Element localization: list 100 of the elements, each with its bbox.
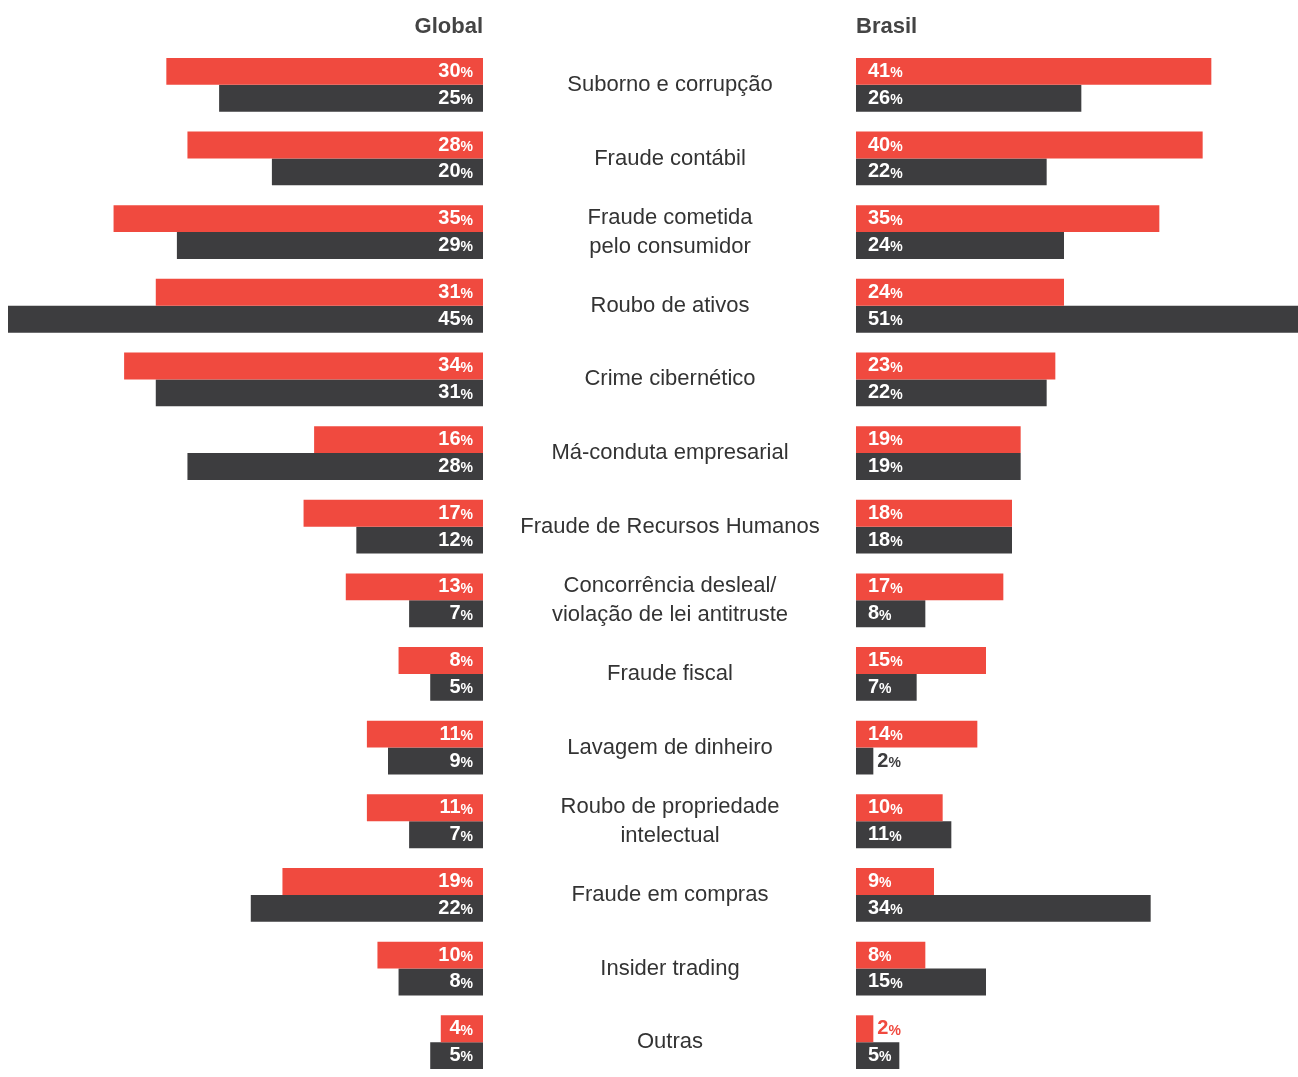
y-tick-label: Roubo de ativos — [590, 291, 750, 317]
data-label: 18% — [868, 527, 904, 550]
bar — [856, 1015, 874, 1043]
chart-title: Brasil — [856, 12, 919, 40]
data-label: 24% — [868, 279, 904, 302]
data-label: 31% — [438, 279, 474, 302]
data-label: 5% — [868, 1043, 893, 1066]
data-label: 29% — [438, 233, 474, 256]
bar — [856, 821, 952, 849]
y-tick-label: Fraude de Recursos Humanos — [520, 512, 820, 538]
bar — [856, 673, 917, 701]
y-tick-label: Crime cibernético — [584, 365, 756, 391]
bar — [377, 941, 483, 969]
y-tick-label: Má-conduta empresarial — [551, 439, 789, 465]
y-tick-label: Insider trading — [600, 954, 740, 980]
data-label: 34% — [868, 895, 904, 918]
data-label: 19% — [868, 453, 904, 476]
bar — [398, 647, 483, 674]
data-label: 22% — [868, 380, 904, 403]
bar — [856, 573, 1004, 601]
data-label: 23% — [868, 353, 904, 376]
data-label: 9% — [449, 748, 474, 771]
data-label: 45% — [438, 306, 474, 329]
bar — [856, 747, 874, 775]
bar — [856, 278, 1064, 306]
bar — [155, 379, 483, 407]
data-label: 19% — [438, 868, 474, 891]
bar — [856, 232, 1064, 259]
y-tick-label: Fraude cometida pelo consumidor — [587, 203, 754, 258]
bar — [856, 84, 1082, 112]
bar — [271, 158, 483, 186]
data-label: 41% — [868, 58, 904, 81]
bar — [155, 278, 483, 306]
y-tick-label: Suborno e corrupção — [567, 70, 773, 96]
data-label: 7% — [868, 674, 893, 697]
data-label: 34% — [438, 353, 474, 376]
data-label: 28% — [438, 453, 474, 476]
bar — [366, 720, 483, 748]
y-tick-label: Outras — [636, 1028, 704, 1054]
bar — [176, 232, 483, 259]
data-label: 7% — [449, 822, 474, 845]
bar — [856, 526, 1012, 554]
bar — [856, 426, 1021, 454]
data-label: 7% — [449, 601, 474, 624]
data-label: 22% — [868, 159, 904, 182]
data-label: 2% — [877, 748, 902, 771]
data-label: 11% — [868, 822, 903, 845]
bar — [345, 573, 483, 601]
data-label: 2% — [877, 1016, 902, 1039]
data-label: 8% — [868, 942, 893, 965]
bar — [187, 453, 483, 480]
bar — [282, 868, 483, 895]
bar — [124, 352, 483, 380]
bar — [856, 131, 1203, 159]
y-tick-label: Fraude fiscal — [607, 660, 733, 686]
data-label: 11% — [439, 721, 474, 744]
data-label: 5% — [449, 674, 474, 697]
data-label: 26% — [868, 85, 904, 108]
data-label: 16% — [438, 427, 474, 450]
data-label: 12% — [438, 527, 474, 550]
bar — [856, 647, 986, 674]
data-label: 17% — [868, 574, 904, 597]
bar — [303, 499, 483, 527]
data-label: 9% — [868, 868, 893, 891]
bar — [409, 600, 483, 628]
data-label: 10% — [438, 942, 474, 965]
bar — [409, 821, 483, 849]
data-label: 17% — [438, 500, 474, 523]
data-label: 51% — [868, 306, 904, 329]
data-label: 31% — [438, 380, 474, 403]
bar — [856, 205, 1160, 233]
bar — [856, 453, 1021, 480]
data-label: 19% — [868, 427, 904, 450]
data-label: 30% — [438, 58, 474, 81]
data-label: 13% — [438, 574, 474, 597]
data-label: 14% — [868, 721, 904, 744]
data-label: 11% — [439, 795, 474, 818]
data-label: 8% — [449, 648, 474, 671]
data-label: 15% — [868, 648, 904, 671]
data-label: 15% — [868, 969, 904, 992]
data-label: 20% — [438, 159, 474, 182]
bar — [856, 305, 1298, 333]
bar — [314, 426, 483, 454]
bar — [856, 499, 1012, 527]
data-label: 35% — [868, 206, 904, 229]
data-label: 8% — [868, 601, 893, 624]
y-tick-label: Concorrência desleal/ violação de lei antitruste — [551, 571, 789, 626]
bar — [219, 84, 483, 112]
bar — [856, 720, 978, 748]
data-label: 28% — [438, 132, 474, 155]
data-label: 8% — [449, 969, 474, 992]
data-label: 10% — [868, 795, 904, 818]
chart-title: Global — [413, 12, 484, 40]
bar — [166, 57, 483, 85]
bar — [113, 205, 483, 233]
bar — [187, 131, 483, 159]
bar — [856, 894, 1151, 922]
data-label: 22% — [438, 895, 474, 918]
y-tick-label: Lavagem de dinheiro — [567, 733, 773, 759]
y-tick-label: Fraude em compras — [571, 880, 769, 906]
